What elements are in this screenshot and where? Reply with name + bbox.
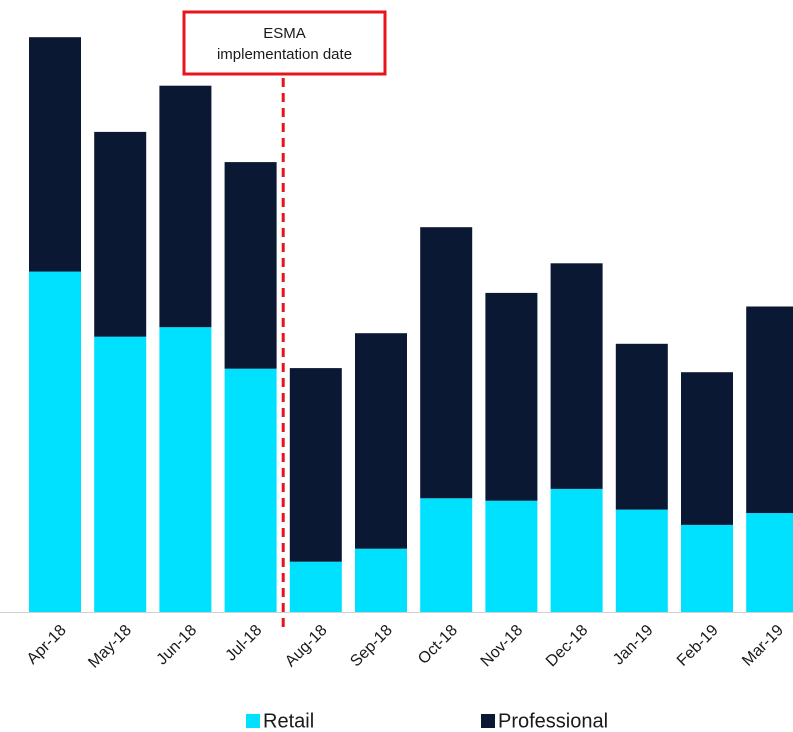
- bar-retail-jun-18: [159, 327, 212, 612]
- x-tick-labels: Apr-18 May-18 Jun-18 Jul-18 Aug-18 Sep-18 Oct-…: [24, 622, 787, 672]
- bar-retail-dec-18: [550, 488, 603, 612]
- x-tick-oct-18: Oct-18: [415, 622, 461, 668]
- esma-annotation-box: [182, 10, 387, 76]
- bar-retail-oct-18: [420, 498, 473, 612]
- bar-professional-nov-18: [485, 292, 538, 501]
- esma-annotation-line2: implementation date: [217, 46, 352, 63]
- esma-annotation: ESMA implementation date: [182, 10, 387, 76]
- bar-retail-may-18: [94, 336, 147, 612]
- bar-retail-nov-18: [485, 500, 538, 612]
- bar-retail-feb-19: [681, 525, 733, 612]
- bar-retail-apr-18: [29, 271, 81, 612]
- bar-professional-jun-18: [159, 85, 212, 328]
- x-tick-may-18: May-18: [85, 622, 135, 672]
- legend-label-professional: Professional: [498, 710, 608, 732]
- x-tick-jan-19: Jan-19: [610, 622, 657, 669]
- bar-retail-jan-19: [615, 509, 668, 612]
- x-tick-feb-19: Feb-19: [674, 622, 722, 670]
- bar-professional-dec-18: [550, 263, 603, 489]
- bar-professional-mar-19: [746, 306, 793, 514]
- legend-swatch-professional: [481, 714, 495, 728]
- bar-professional-feb-19: [681, 372, 733, 525]
- bar-professional-apr-18: [29, 37, 81, 272]
- bar-professional-oct-18: [420, 227, 473, 499]
- legend: Retail Professional: [246, 710, 608, 732]
- x-tick-sep-18: Sep-18: [347, 622, 396, 671]
- bar-professional-jan-19: [615, 343, 668, 510]
- legend-label-retail: Retail: [263, 710, 314, 732]
- x-tick-apr-18: Apr-18: [24, 622, 70, 668]
- x-tick-mar-19: Mar-19: [739, 622, 787, 670]
- x-tick-dec-18: Dec-18: [543, 622, 592, 671]
- esma-annotation-line1: ESMA: [263, 25, 306, 42]
- bar-retail-aug-18: [289, 561, 342, 612]
- bars-layer: [29, 37, 793, 612]
- x-tick-aug-18: Aug-18: [282, 622, 331, 671]
- bar-professional-aug-18: [289, 368, 342, 562]
- bar-retail-jul-18: [224, 368, 277, 612]
- x-tick-jul-18: Jul-18: [223, 622, 266, 665]
- legend-swatch-retail: [246, 714, 260, 728]
- bar-professional-sep-18: [355, 333, 407, 549]
- x-tick-jun-18: Jun-18: [154, 622, 201, 669]
- bar-retail-mar-19: [746, 513, 793, 612]
- bar-professional-may-18: [94, 131, 147, 337]
- bar-retail-sep-18: [355, 548, 407, 612]
- x-tick-nov-18: Nov-18: [478, 622, 527, 671]
- bar-professional-jul-18: [224, 162, 277, 369]
